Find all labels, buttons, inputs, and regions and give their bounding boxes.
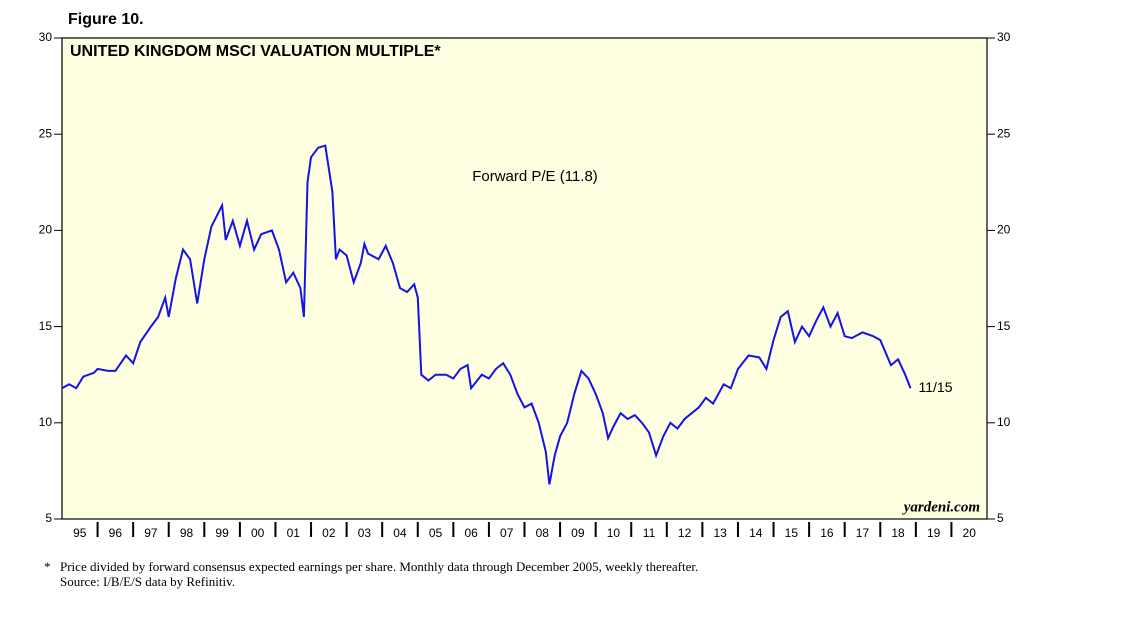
x-tick-label: 17 xyxy=(856,526,870,540)
y2-tick-label: 20 xyxy=(997,223,1011,237)
x-tick-label: 11 xyxy=(643,526,656,540)
y-tick-label: 25 xyxy=(39,126,53,140)
y2-tick-label: 25 xyxy=(997,126,1011,140)
y-tick-label: 20 xyxy=(39,223,53,237)
x-tick-label: 09 xyxy=(571,526,585,540)
x-tick-label: 01 xyxy=(287,526,301,540)
x-tick-label: 95 xyxy=(73,526,87,540)
x-tick-label: 04 xyxy=(393,526,407,540)
y-tick-label: 15 xyxy=(39,319,53,333)
y2-tick-label: 30 xyxy=(997,30,1011,44)
x-tick-label: 96 xyxy=(109,526,123,540)
y2-tick-label: 10 xyxy=(997,415,1011,429)
x-tick-label: 02 xyxy=(322,526,336,540)
x-tick-label: 05 xyxy=(429,526,443,540)
series-label: Forward P/E (11.8) xyxy=(472,168,598,185)
x-tick-label: 00 xyxy=(251,526,265,540)
x-tick-label: 97 xyxy=(144,526,158,540)
end-annotation: 11/15 xyxy=(919,379,953,395)
x-tick-label: 18 xyxy=(891,526,905,540)
footnote-marker: * xyxy=(44,559,51,574)
y2-tick-label: 5 xyxy=(997,511,1004,525)
x-tick-label: 15 xyxy=(785,526,799,540)
x-tick-label: 06 xyxy=(464,526,478,540)
x-tick-label: 07 xyxy=(500,526,514,540)
x-tick-label: 19 xyxy=(927,526,941,540)
plot-area xyxy=(61,37,988,520)
x-tick-label: 16 xyxy=(820,526,834,540)
x-tick-label: 14 xyxy=(749,526,763,540)
source-mark: yardeni.com xyxy=(902,499,980,515)
source: Source: I/B/E/S data by Refinitiv. xyxy=(60,574,235,589)
x-tick-label: 99 xyxy=(215,526,229,540)
x-tick-label: 98 xyxy=(180,526,194,540)
x-tick-label: 10 xyxy=(607,526,621,540)
x-tick-label: 20 xyxy=(963,526,977,540)
chart-title: UNITED KINGDOM MSCI VALUATION MULTIPLE* xyxy=(70,43,441,60)
y-tick-label: 30 xyxy=(39,30,53,44)
x-tick-label: 08 xyxy=(536,526,550,540)
x-tick-label: 12 xyxy=(678,526,692,540)
y2-tick-label: 15 xyxy=(997,319,1011,333)
figure-label: Figure 10. xyxy=(68,11,144,28)
x-tick-label: 03 xyxy=(358,526,372,540)
series-line xyxy=(61,144,912,485)
y-tick-label: 5 xyxy=(45,511,52,525)
footnote: Price divided by forward consensus expec… xyxy=(60,559,698,574)
x-tick-label: 13 xyxy=(713,526,727,540)
y-tick-label: 10 xyxy=(39,415,53,429)
